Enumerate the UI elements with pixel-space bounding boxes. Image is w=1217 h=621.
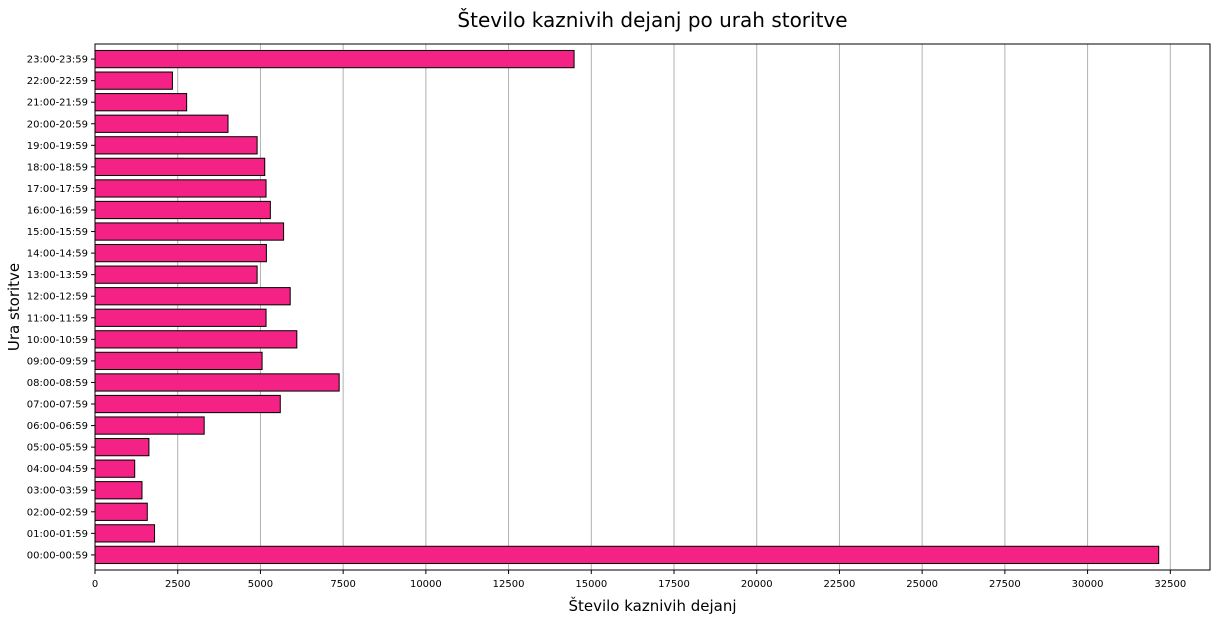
y-tick-label: 16:00-16:59 bbox=[27, 205, 88, 216]
y-tick-label: 10:00-10:59 bbox=[27, 335, 88, 346]
y-tick-label: 08:00-08:59 bbox=[27, 378, 88, 389]
x-axis-ticks: 0 2500 5000 7500 10000 12500 15000 17500 20000 22… bbox=[92, 570, 1186, 590]
x-tick-label: 15000 bbox=[575, 579, 607, 590]
y-tick-label: 01:00-01:59 bbox=[27, 529, 88, 540]
y-axis-ticks: 00:00-00:59 01:00-01:59 02:00-02:59 03:00-0… bbox=[27, 55, 95, 561]
bar-09:00-09:59 bbox=[94, 351, 263, 371]
y-axis-label: Ura storitve bbox=[5, 263, 23, 351]
bar-02:00-02:59 bbox=[94, 502, 148, 521]
x-tick-label: 22500 bbox=[824, 579, 856, 590]
y-tick-label: 02:00-02:59 bbox=[27, 507, 88, 518]
x-tick-label: 27500 bbox=[989, 579, 1021, 590]
y-tick-label: 06:00-06:59 bbox=[27, 421, 88, 432]
bar-15:00-15:59 bbox=[94, 222, 285, 241]
x-tick-label: 0 bbox=[92, 579, 98, 590]
bar-10:00-10:59 bbox=[94, 330, 298, 349]
bar-17:00-17:59 bbox=[94, 179, 267, 198]
x-tick-label: 20000 bbox=[741, 579, 773, 590]
y-tick-label: 09:00-09:59 bbox=[27, 356, 88, 367]
y-tick-label: 07:00-07:59 bbox=[27, 400, 88, 411]
bar-08:00-08:59 bbox=[94, 373, 340, 392]
x-tick-label: 25000 bbox=[906, 579, 938, 590]
y-tick-label: 19:00-19:59 bbox=[27, 141, 88, 152]
y-tick-label: 23:00-23:59 bbox=[27, 55, 88, 66]
x-tick-label: 5000 bbox=[248, 579, 273, 590]
bar-00:00-00:59 bbox=[94, 545, 1160, 565]
bar-05:00-05:59 bbox=[94, 438, 150, 457]
bar-04:00-04:59 bbox=[94, 459, 136, 478]
y-tick-label: 04:00-04:59 bbox=[27, 464, 88, 475]
bar-16:00-16:59 bbox=[94, 200, 271, 220]
x-tick-label: 10000 bbox=[410, 579, 442, 590]
x-tick-label: 30000 bbox=[1072, 579, 1104, 590]
bar-20:00-20:59 bbox=[94, 114, 229, 133]
x-tick-label: 17500 bbox=[658, 579, 690, 590]
bar-06:00-06:59 bbox=[94, 416, 205, 435]
bar-13:00-13:59 bbox=[94, 265, 258, 284]
bar-07:00-07:59 bbox=[94, 394, 281, 414]
bar-21:00-21:59 bbox=[94, 93, 188, 112]
bar-23:00-23:59 bbox=[94, 49, 575, 69]
y-tick-label: 12:00-12:59 bbox=[27, 292, 88, 303]
x-axis-label: Število kaznivih dejanj bbox=[568, 596, 736, 615]
bars bbox=[94, 49, 1160, 565]
x-tick-label: 12500 bbox=[493, 579, 525, 590]
y-tick-label: 17:00-17:59 bbox=[27, 184, 88, 195]
y-tick-label: 03:00-03:59 bbox=[27, 486, 88, 497]
bar-03:00-03:59 bbox=[94, 481, 143, 500]
bar-19:00-19:59 bbox=[94, 136, 258, 155]
y-tick-label: 15:00-15:59 bbox=[27, 227, 88, 238]
plot-frame bbox=[94, 43, 1211, 571]
bar-18:00-18:59 bbox=[94, 157, 266, 177]
y-tick-label: 05:00-05:59 bbox=[27, 443, 88, 454]
y-tick-label: 14:00-14:59 bbox=[27, 249, 88, 260]
bar-12:00-12:59 bbox=[94, 287, 291, 306]
y-tick-label: 11:00-11:59 bbox=[27, 313, 88, 324]
chart-title: Število kaznivih dejanj po urah storitve bbox=[457, 8, 847, 32]
y-tick-label: 18:00-18:59 bbox=[27, 162, 88, 173]
x-tick-label: 7500 bbox=[330, 579, 355, 590]
y-tick-label: 13:00-13:59 bbox=[27, 270, 88, 281]
y-tick-label: 20:00-20:59 bbox=[27, 119, 88, 130]
bar-14:00-14:59 bbox=[94, 243, 267, 263]
y-tick-label: 22:00-22:59 bbox=[27, 76, 88, 87]
grid-lines bbox=[94, 44, 1171, 570]
bar-22:00-22:59 bbox=[94, 71, 173, 90]
bar-11:00-11:59 bbox=[94, 308, 267, 327]
x-tick-label: 2500 bbox=[165, 579, 190, 590]
x-tick-label: 32500 bbox=[1154, 579, 1186, 590]
bar-01:00-01:59 bbox=[94, 524, 156, 543]
y-tick-label: 21:00-21:59 bbox=[27, 98, 88, 109]
y-tick-label: 00:00-00:59 bbox=[27, 550, 88, 561]
